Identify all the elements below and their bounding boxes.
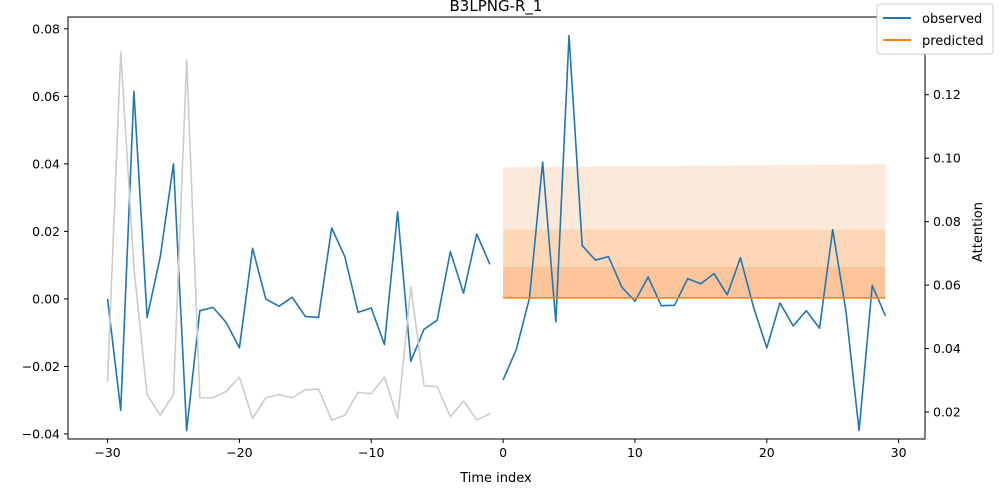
observed-line-1 xyxy=(502,34,887,432)
x-tick-label: 20 xyxy=(759,445,775,460)
y-tick-label: −0.02 xyxy=(22,359,60,374)
x-tick-label: 0 xyxy=(499,445,507,460)
y2-tick-label: 0.04 xyxy=(933,341,961,356)
chart-title: B3LPNG-R_1 xyxy=(450,0,543,16)
attention-line xyxy=(106,51,491,421)
y2-tick-label: 0.10 xyxy=(933,151,961,166)
observed-line-0 xyxy=(106,90,491,432)
y-tick-label: 0.06 xyxy=(32,89,60,104)
band-inner xyxy=(503,266,886,298)
x-tick-label: 30 xyxy=(891,445,907,460)
y-tick-label: −0.04 xyxy=(22,426,60,441)
y2-tick-label: 0.06 xyxy=(933,278,961,293)
legend-box xyxy=(876,3,994,55)
legend-label-observed: observed xyxy=(922,12,982,27)
y2-tick-label: 0.02 xyxy=(933,405,961,420)
x-tick-label: −30 xyxy=(94,445,120,460)
x-tick-label: 10 xyxy=(627,445,643,460)
legend: observed predicted xyxy=(876,3,994,55)
y-tick-label: 0.00 xyxy=(32,291,60,306)
legend-label-predicted: predicted xyxy=(922,34,984,49)
y-tick-label: 0.04 xyxy=(32,156,60,171)
y-tick-label: 0.08 xyxy=(32,21,60,36)
y-tick-label: 0.02 xyxy=(32,224,60,239)
y2-tick-label: 0.12 xyxy=(933,87,961,102)
x-tick-label: −20 xyxy=(226,445,252,460)
y2-axis-label: Attention xyxy=(971,202,986,262)
y2-tick-label: 0.08 xyxy=(933,214,961,229)
x-axis-label: Time index xyxy=(459,471,532,486)
plot-frame xyxy=(67,16,926,440)
x-tick-label: −10 xyxy=(358,445,384,460)
